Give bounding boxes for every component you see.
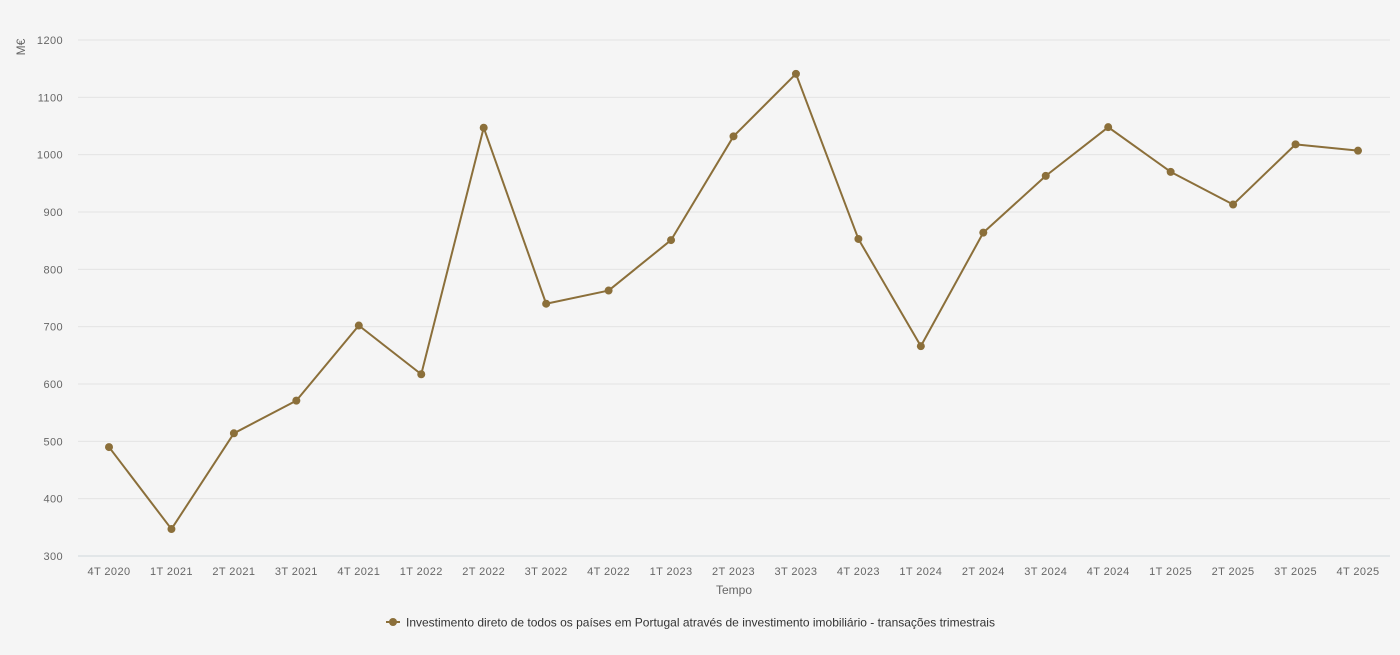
x-tick-label: 2T 2024 <box>962 566 1005 578</box>
x-tick-label: 3T 2021 <box>275 566 318 578</box>
y-axis-title: M€ <box>14 38 28 55</box>
y-tick-label: 400 <box>43 494 63 506</box>
data-point[interactable] <box>854 234 863 243</box>
x-tick-label: 4T 2025 <box>1337 566 1380 578</box>
data-point[interactable] <box>1291 140 1300 149</box>
x-tick-label: 4T 2024 <box>1087 566 1130 578</box>
y-tick-label: 900 <box>43 207 63 219</box>
x-tick-label: 4T 2020 <box>88 566 131 578</box>
data-point[interactable] <box>105 443 113 452</box>
data-point[interactable] <box>667 236 676 245</box>
x-tick-label: 1T 2021 <box>150 566 193 578</box>
x-tick-label: 3T 2024 <box>1024 566 1067 578</box>
legend-series-label: Investimento direto de todos os países e… <box>406 616 995 630</box>
x-tick-label: 2T 2023 <box>712 566 755 578</box>
data-point[interactable] <box>604 286 613 295</box>
x-tick-label: 4T 2021 <box>337 566 380 578</box>
x-tick-label: 1T 2025 <box>1149 566 1192 578</box>
x-tick-label: 2T 2021 <box>212 566 255 578</box>
data-point[interactable] <box>167 525 176 534</box>
x-tick-label: 3T 2025 <box>1274 566 1317 578</box>
data-point[interactable] <box>229 429 238 438</box>
x-axis-title: Tempo <box>716 583 752 597</box>
y-tick-label: 500 <box>43 436 63 448</box>
data-point[interactable] <box>292 396 301 405</box>
data-point[interactable] <box>542 299 551 308</box>
data-point[interactable] <box>916 342 925 351</box>
gridlines <box>78 39 1390 557</box>
x-tick-label: 3T 2022 <box>525 566 568 578</box>
x-tick-label: 4T 2022 <box>587 566 630 578</box>
data-point[interactable] <box>979 228 988 237</box>
y-tick-label: 800 <box>43 264 63 276</box>
data-point[interactable] <box>417 370 426 379</box>
data-point[interactable] <box>1104 123 1113 132</box>
y-tick-label: 300 <box>43 551 63 563</box>
legend[interactable]: Investimento direto de todos os países e… <box>386 616 995 630</box>
data-point[interactable] <box>1166 167 1175 176</box>
data-point[interactable] <box>1041 171 1050 180</box>
series-line <box>108 72 1359 531</box>
y-tick-label: 1200 <box>37 35 63 47</box>
data-point[interactable] <box>791 69 800 78</box>
legend-dot-marker <box>389 618 397 626</box>
x-tick-label: 3T 2023 <box>774 566 817 578</box>
x-tick-label: 1T 2022 <box>400 566 443 578</box>
series-group <box>105 69 1362 534</box>
x-tick-label: 1T 2023 <box>650 566 693 578</box>
x-tick-label: 2T 2025 <box>1212 566 1255 578</box>
x-tick-label: 2T 2022 <box>462 566 505 578</box>
y-tick-label: 700 <box>43 322 63 334</box>
x-tick-label: 1T 2024 <box>899 566 942 578</box>
y-tick-label: 1100 <box>38 92 63 104</box>
x-tick-label: 4T 2023 <box>837 566 880 578</box>
y-axis: 300 400 500 600 700 800 900 1000 1100 1200 <box>37 35 63 563</box>
x-axis: 4T 2020 1T 2021 2T 2021 3T 2021 4T 2021 1T 20… <box>88 566 1380 578</box>
y-tick-label: 1000 <box>37 150 63 162</box>
data-point[interactable] <box>729 132 738 141</box>
data-point[interactable] <box>1229 200 1238 209</box>
y-tick-label: 600 <box>43 379 63 391</box>
data-point[interactable] <box>479 123 488 132</box>
data-point[interactable] <box>1354 146 1362 155</box>
data-point[interactable] <box>354 321 363 330</box>
